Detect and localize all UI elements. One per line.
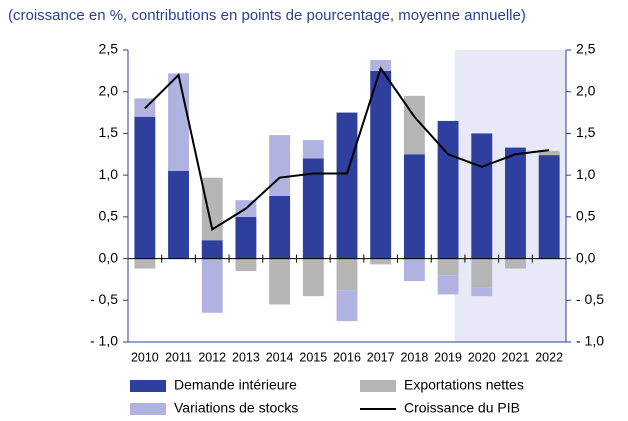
y-tick-label: 2,0: [99, 82, 119, 98]
y-tick-label: 2,5: [99, 41, 119, 57]
x-tick-label: 2020: [468, 350, 496, 364]
y2-tick-label: 0,0: [576, 249, 596, 265]
bar: [235, 216, 257, 259]
legend-swatch: [130, 403, 166, 415]
line: [144, 66, 550, 231]
bar: [302, 258, 324, 297]
bar: [437, 120, 459, 259]
bar: [201, 240, 223, 259]
bar: [168, 170, 189, 259]
bar: [505, 258, 526, 269]
y-tick-label: 0,0: [99, 249, 119, 265]
y2-tick-label: 1,5: [576, 124, 596, 140]
bar: [134, 116, 156, 259]
y2-tick-label: 2,5: [576, 41, 596, 57]
y2-tick-label: 1,0: [576, 166, 596, 182]
y-tick-label: 0,5: [99, 208, 119, 224]
y2-tick-label: 0,5: [576, 208, 596, 224]
bar: [269, 196, 291, 259]
bar: [370, 60, 392, 71]
x-tick-label: 2016: [333, 350, 361, 364]
bar: [269, 258, 291, 305]
bar: [134, 258, 156, 269]
x-tick-label: 2015: [299, 350, 327, 364]
y-tick-label: - 1,0: [90, 333, 118, 349]
bar: [471, 258, 493, 288]
bar: [403, 154, 425, 259]
y2-tick-label: - 0,5: [576, 291, 604, 307]
bar: [336, 290, 358, 322]
bar: [403, 258, 425, 282]
x-tick-label: 2022: [535, 350, 563, 364]
bar: [201, 258, 223, 313]
bar: [336, 258, 358, 291]
x-tick-label: 2021: [502, 350, 530, 364]
chart-title: (croissance en %, contributions en point…: [8, 7, 526, 24]
x-tick-label: 2013: [232, 350, 260, 364]
y2-tick-label: 2,0: [576, 82, 596, 98]
bar: [302, 158, 324, 259]
legend-swatch: [130, 380, 166, 392]
x-tick-label: 2011: [165, 350, 192, 364]
bar: [505, 147, 526, 259]
bar: [437, 275, 459, 295]
legend-swatch: [360, 380, 396, 392]
bar: [235, 258, 257, 272]
x-tick-label: 2014: [266, 350, 294, 364]
legend-label: Demande intérieure: [174, 377, 297, 393]
legend-label: Exportations nettes: [404, 377, 524, 393]
legend-label: Variations de stocks: [174, 400, 298, 416]
x-tick-label: 2012: [198, 350, 226, 364]
y-tick-label: 1,5: [99, 124, 119, 140]
x-tick-label: 2010: [131, 350, 159, 364]
bar: [336, 112, 358, 259]
bar: [302, 140, 324, 159]
x-tick-label: 2019: [434, 350, 462, 364]
y-tick-label: - 0,5: [90, 291, 118, 307]
bar: [201, 177, 223, 241]
bar: [269, 135, 291, 196]
x-tick-label: 2018: [400, 350, 428, 364]
bar: [538, 150, 560, 156]
bar: [538, 155, 560, 259]
bar: [471, 287, 493, 297]
bar: [168, 73, 189, 171]
y-tick-label: 1,0: [99, 166, 119, 182]
legend-label: Croissance du PIB: [404, 400, 520, 416]
bar: [370, 70, 392, 259]
bar: [437, 258, 459, 276]
y2-tick-label: - 1,0: [576, 333, 604, 349]
x-tick-label: 2017: [367, 350, 395, 364]
bar: [471, 133, 493, 259]
bar: [370, 258, 392, 265]
